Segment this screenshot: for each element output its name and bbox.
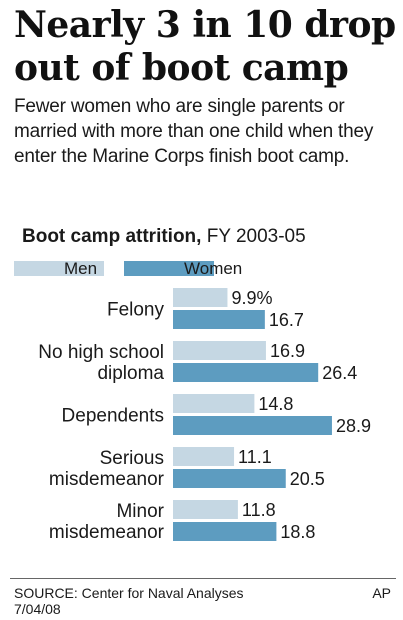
legend-swatch-women (124, 261, 214, 276)
legend-label-women: Women (184, 259, 243, 278)
bar-men (173, 500, 238, 519)
category-label: Dependents (62, 406, 164, 427)
category-label: Minor (116, 501, 164, 522)
legend-label-men: Men (64, 259, 98, 278)
value-label: 18.8 (280, 522, 315, 542)
value-label: 26.4 (322, 363, 357, 383)
bar-women (173, 363, 319, 382)
dek-text: Fewer women who are single parents or ma… (14, 96, 374, 167)
value-label: 28.9 (336, 416, 371, 436)
value-label: 9.9% (231, 288, 272, 308)
bar-women (173, 416, 332, 435)
bar-men (173, 288, 228, 307)
category-label: misdemeanor (49, 469, 165, 490)
source-text: SOURCE: Center for Naval Analyses (14, 585, 244, 601)
bar-women (173, 310, 265, 329)
category-label: Serious (100, 448, 164, 469)
bar-men (173, 447, 235, 466)
footer-rule (10, 578, 396, 579)
category-label: No high school (38, 342, 164, 363)
bar-women (173, 522, 277, 541)
value-label: 16.7 (269, 310, 304, 330)
headline: Nearly 3 in 10 drop out of boot camp (14, 4, 396, 89)
bar-men (173, 341, 266, 360)
category-label: diploma (97, 363, 164, 384)
value-label: 11.1 (238, 447, 272, 467)
chart-subtitle-bold: Boot camp attrition, (22, 226, 202, 247)
category-label: Felony (107, 300, 165, 321)
date-text: 7/04/08 (14, 601, 61, 617)
value-label: 20.5 (290, 469, 325, 489)
value-label: 14.8 (258, 394, 293, 414)
value-label: 11.8 (242, 500, 276, 520)
chart-subtitle-regular: FY 2003-05 (201, 226, 306, 247)
legend-swatch-men (14, 261, 104, 276)
bar-women (173, 469, 286, 488)
chart-subtitle: Boot camp attrition, FY 2003-05 (22, 226, 306, 248)
value-label: 16.9 (270, 341, 305, 361)
credit-ap: AP (372, 585, 391, 601)
category-label: misdemeanor (49, 522, 165, 543)
source-note: SOURCE: Center for Naval Analyses 7/04/0… (14, 585, 244, 617)
bar-men (173, 394, 255, 413)
